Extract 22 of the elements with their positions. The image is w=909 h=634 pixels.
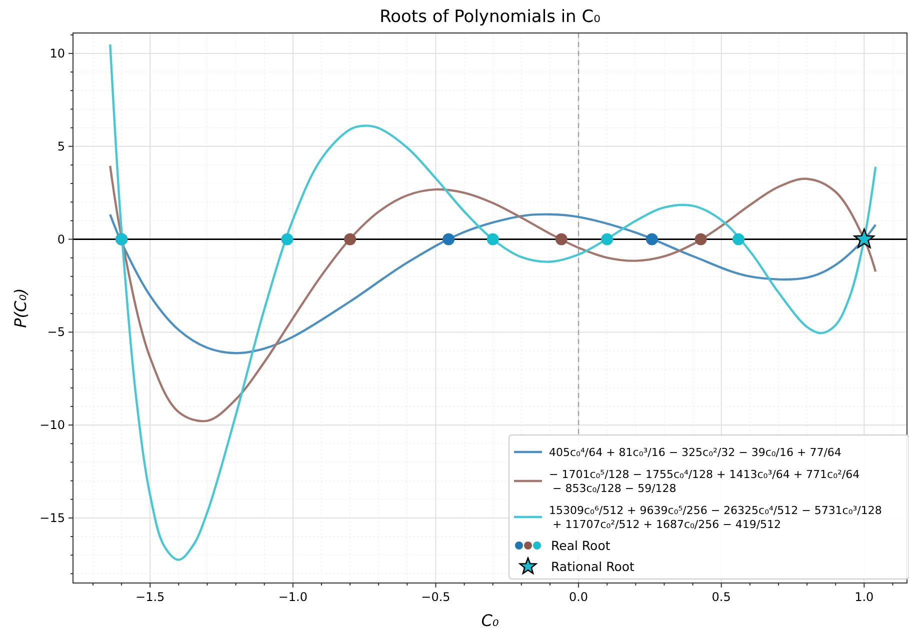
line-series: [109, 164, 877, 422]
legend-label: − 1701c₀⁵/128 − 1755c₀⁴/128 + 1413c₀³/64 + 771c₀²/64 − 853c₀/128 − 59/128: [549, 468, 860, 495]
legend-label: 15309c₀⁶/512 + 9639c₀⁵/256 − 26325c₀⁴/512 − 5731c₀³/128 + 11707c₀²/512 + 1687c₀/256 − 419/512: [549, 504, 882, 531]
line-series: [109, 213, 877, 354]
y-tick-label: 5: [57, 139, 65, 154]
x-tick-label: 1.0: [854, 590, 874, 604]
legend-label: 405c₀⁴/64 + 81c₀³/16 − 325c₀²/32 − 39c₀/16 + 77/64: [549, 446, 842, 459]
legend-label: Rational Root: [551, 559, 635, 574]
legend-label: Real Root: [551, 538, 610, 553]
x-axis-title: C₀: [481, 611, 500, 630]
y-tick-label: 10: [50, 46, 65, 60]
x-tick-label: −1.0: [278, 590, 308, 604]
y-tick-label: 0: [57, 232, 65, 246]
y-tick-label: −5: [47, 325, 65, 340]
y-tick-label: −10: [40, 418, 65, 432]
chart-title: Roots of Polynomials in C₀: [380, 7, 601, 27]
x-tick-label: −0.5: [421, 590, 450, 604]
y-tick-label: −15: [40, 510, 65, 525]
x-tick-label: −1.5: [136, 590, 165, 604]
x-tick-label: 0.5: [712, 590, 731, 604]
x-tick-label: 0.0: [568, 590, 588, 604]
y-axis-title: P(C₀): [11, 288, 30, 328]
